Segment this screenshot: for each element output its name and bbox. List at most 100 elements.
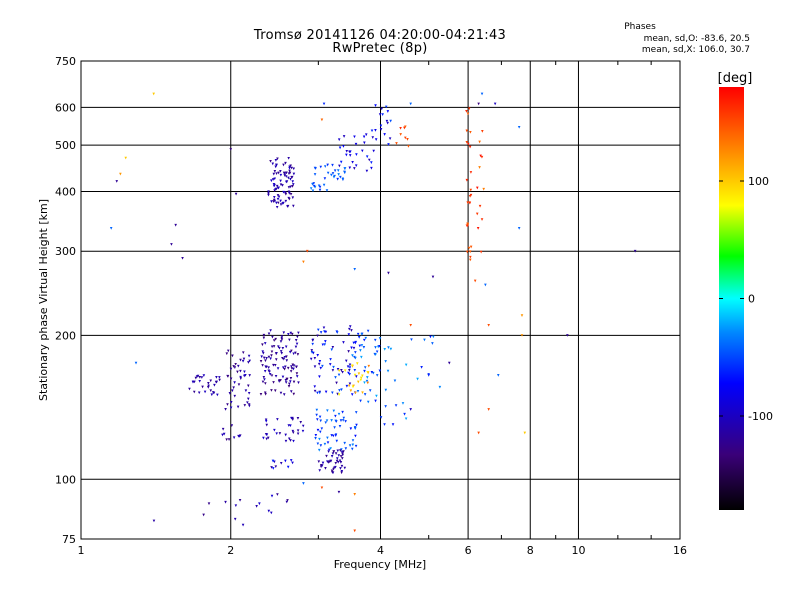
data-point bbox=[296, 353, 300, 356]
data-point bbox=[284, 433, 287, 437]
data-point bbox=[310, 349, 314, 352]
data-point bbox=[319, 444, 323, 447]
data-point bbox=[247, 361, 250, 364]
data-point bbox=[375, 394, 378, 398]
data-point bbox=[243, 404, 247, 407]
data-point bbox=[272, 363, 275, 367]
data-point bbox=[312, 182, 316, 185]
data-point bbox=[270, 389, 273, 392]
data-point bbox=[238, 498, 242, 502]
data-point bbox=[363, 141, 366, 145]
data-point bbox=[215, 376, 218, 379]
data-point bbox=[206, 386, 210, 389]
data-point bbox=[317, 448, 321, 452]
data-point bbox=[351, 385, 355, 389]
data-point bbox=[278, 346, 281, 350]
data-point bbox=[315, 408, 319, 412]
data-point bbox=[243, 370, 246, 374]
data-point bbox=[277, 171, 280, 175]
data-point bbox=[232, 436, 236, 440]
data-point bbox=[324, 340, 327, 343]
data-point bbox=[267, 332, 271, 336]
data-point bbox=[313, 385, 317, 389]
data-point bbox=[479, 154, 482, 158]
data-point bbox=[218, 378, 221, 382]
data-point bbox=[318, 469, 322, 472]
data-point bbox=[365, 169, 369, 173]
data-point bbox=[192, 380, 195, 384]
y-tick-label: 300 bbox=[55, 245, 76, 258]
data-point bbox=[292, 204, 295, 208]
data-point bbox=[337, 490, 341, 494]
data-point bbox=[372, 149, 375, 153]
data-point bbox=[363, 381, 366, 385]
data-point bbox=[216, 393, 219, 397]
data-point bbox=[273, 177, 277, 181]
data-point bbox=[292, 439, 295, 443]
data-point bbox=[198, 376, 202, 379]
data-point bbox=[371, 136, 375, 139]
data-point bbox=[336, 169, 340, 172]
data-point bbox=[318, 188, 322, 192]
data-point bbox=[274, 337, 277, 341]
data-point bbox=[496, 374, 500, 377]
data-point bbox=[349, 389, 353, 393]
data-point bbox=[345, 384, 349, 388]
data-point bbox=[383, 423, 386, 426]
data-point bbox=[366, 376, 369, 379]
data-point bbox=[134, 361, 138, 365]
data-point bbox=[335, 330, 339, 334]
data-point bbox=[248, 359, 251, 363]
y-tick-label: 500 bbox=[55, 139, 76, 152]
data-point bbox=[378, 369, 382, 373]
data-point bbox=[356, 332, 360, 336]
data-point bbox=[267, 509, 271, 513]
y-tick-labels: 75 100 200 300 400 500 600 750 bbox=[55, 55, 76, 546]
data-point bbox=[361, 374, 364, 378]
data-point bbox=[316, 354, 320, 357]
data-point bbox=[281, 184, 284, 187]
data-point bbox=[336, 460, 340, 464]
data-point bbox=[373, 352, 377, 356]
data-point bbox=[320, 486, 324, 490]
data-point bbox=[354, 356, 357, 360]
data-point bbox=[354, 391, 357, 395]
data-point bbox=[288, 192, 291, 195]
data-point bbox=[296, 429, 300, 433]
data-point bbox=[334, 452, 338, 456]
data-point bbox=[340, 369, 343, 372]
data-point bbox=[295, 375, 299, 378]
data-point bbox=[324, 467, 327, 470]
data-point bbox=[264, 432, 268, 436]
data-point bbox=[224, 408, 227, 411]
data-point bbox=[465, 129, 469, 133]
data-point bbox=[431, 275, 435, 279]
data-point bbox=[353, 425, 357, 429]
data-point bbox=[233, 381, 236, 384]
data-point bbox=[277, 195, 281, 199]
data-point bbox=[362, 346, 366, 349]
data-point bbox=[339, 175, 342, 179]
data-point bbox=[331, 434, 335, 438]
data-point bbox=[330, 469, 334, 473]
data-point bbox=[353, 373, 357, 377]
data-point bbox=[289, 377, 293, 380]
data-point bbox=[337, 393, 341, 396]
data-point bbox=[370, 371, 374, 374]
data-point bbox=[465, 109, 468, 113]
data-point bbox=[289, 439, 292, 442]
data-point bbox=[360, 355, 363, 359]
data-point bbox=[314, 433, 318, 437]
data-point bbox=[409, 323, 412, 327]
data-point bbox=[237, 364, 240, 368]
data-point bbox=[403, 412, 406, 416]
data-point bbox=[410, 338, 413, 342]
data-point bbox=[272, 182, 276, 186]
data-point bbox=[259, 360, 263, 363]
data-point bbox=[279, 391, 283, 395]
data-point bbox=[282, 163, 285, 167]
data-point bbox=[174, 223, 177, 227]
data-point bbox=[268, 373, 272, 376]
data-point bbox=[283, 174, 287, 177]
data-point bbox=[387, 271, 390, 275]
